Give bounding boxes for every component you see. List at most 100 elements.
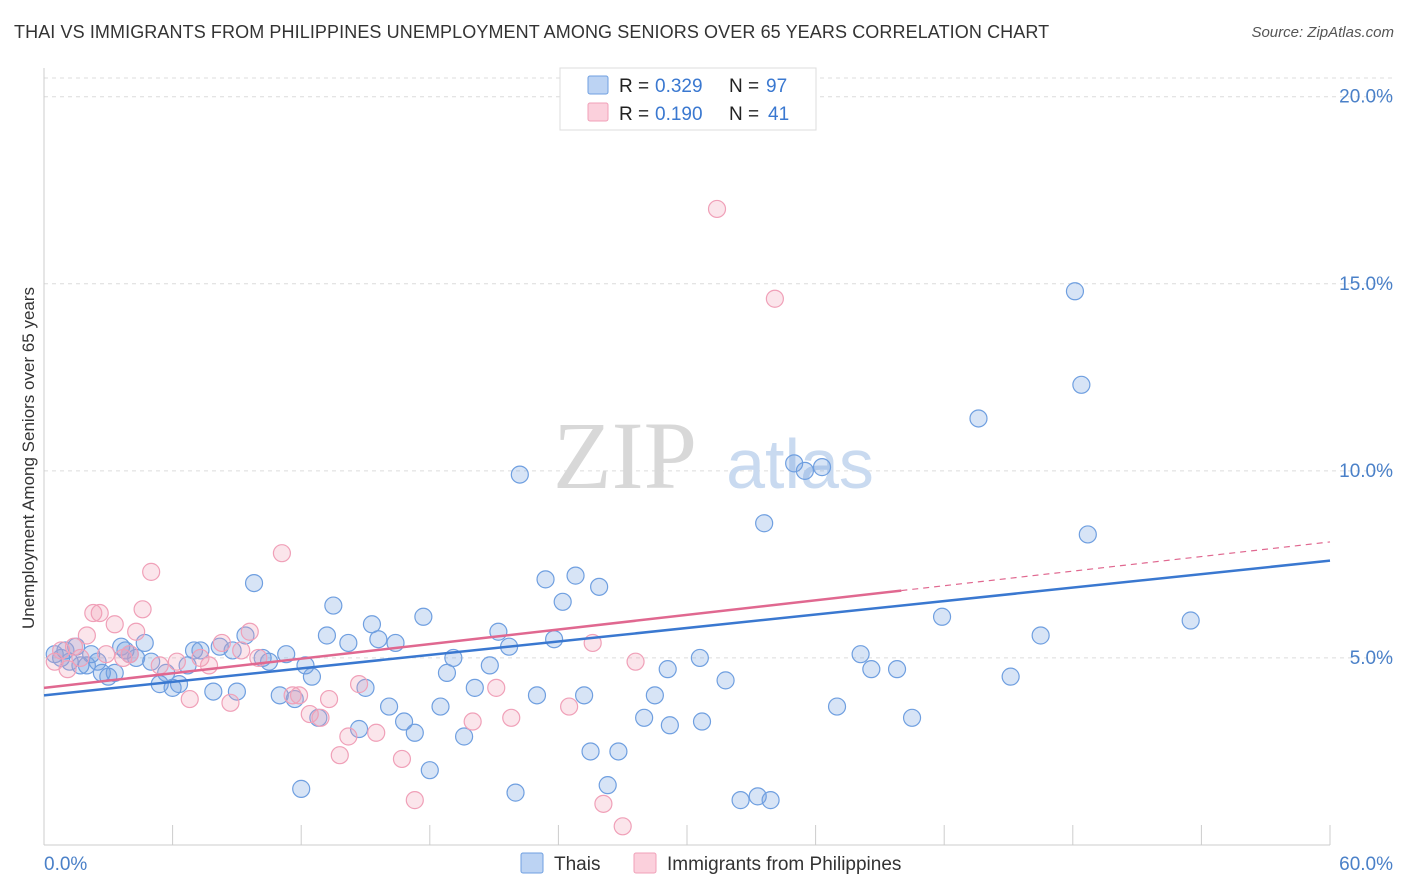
- point-thais-65: [545, 630, 564, 649]
- point-thais-6: [77, 656, 96, 675]
- point-thais-70: [590, 577, 609, 596]
- point-philippines-35: [392, 749, 412, 769]
- legend-n-value-philippines: 41: [768, 104, 789, 125]
- point-thais-82: [755, 514, 774, 533]
- point-thais-89: [862, 660, 881, 679]
- point-philippines-21: [221, 693, 240, 712]
- point-philippines-33: [349, 675, 369, 694]
- point-thais-98: [1078, 525, 1097, 544]
- point-thais-92: [932, 607, 952, 626]
- point-philippines-14: [142, 562, 161, 581]
- point-thais-56: [454, 727, 474, 746]
- trend-lines: [43, 541, 1331, 697]
- point-philippines-28: [300, 704, 319, 724]
- point-philippines-4: [71, 648, 90, 668]
- point-thais-45: [362, 615, 382, 634]
- point-thais-90: [887, 660, 907, 679]
- point-thais-41: [324, 596, 343, 615]
- point-thais-93: [969, 409, 988, 428]
- y-tick-label-3: 20.0%: [1339, 87, 1393, 108]
- point-philippines-42: [594, 794, 613, 813]
- watermark: ZIP atlas: [553, 402, 874, 509]
- point-thais-68: [575, 686, 594, 705]
- point-philippines-36: [405, 791, 424, 810]
- point-thais-76: [660, 716, 679, 735]
- point-thais-63: [527, 686, 547, 705]
- point-philippines-26: [283, 686, 302, 705]
- point-thais-62: [510, 465, 529, 484]
- point-philippines-44: [626, 652, 645, 671]
- point-philippines-38: [487, 678, 506, 697]
- y-tick-label-1: 10.0%: [1339, 461, 1393, 482]
- point-philippines-5: [77, 626, 96, 645]
- chart-title: THAI VS IMMIGRANTS FROM PHILIPPINES UNEM…: [14, 22, 1050, 42]
- legend-stats: R = 0.329 N = 97 R = 0.190 N = 41: [559, 67, 817, 131]
- point-philippines-16: [167, 652, 186, 671]
- point-thais-78: [692, 712, 712, 731]
- point-philippines-46: [765, 289, 784, 308]
- point-philippines-29: [311, 708, 330, 727]
- trend-line-philippines-extension: [901, 541, 1331, 592]
- y-tick-label-0: 5.0%: [1350, 648, 1393, 669]
- point-philippines-37: [463, 712, 482, 731]
- point-thais-97: [1072, 375, 1091, 394]
- point-thais-69: [581, 742, 600, 761]
- legend-bottom-label-philippines: Immigrants from Philippines: [667, 854, 901, 875]
- series-philippines: [45, 199, 784, 836]
- point-thais-87: [827, 697, 847, 716]
- point-philippines-45: [707, 199, 727, 219]
- point-thais-51: [414, 607, 433, 626]
- point-thais-47: [379, 697, 399, 716]
- point-philippines-25: [272, 544, 292, 563]
- point-thais-99: [1181, 611, 1200, 630]
- point-thais-72: [609, 742, 628, 761]
- point-thais-30: [244, 573, 264, 593]
- point-thais-85: [795, 461, 814, 480]
- point-philippines-6: [84, 603, 103, 623]
- point-philippines-34: [367, 723, 386, 742]
- point-thais-24: [191, 641, 210, 660]
- legend-r-value-thais: 0.329: [655, 76, 703, 97]
- gridlines: [44, 77, 1394, 659]
- point-thais-86: [812, 458, 832, 477]
- point-thais-74: [645, 686, 664, 705]
- legend-r-label-thais: R =: [619, 76, 649, 97]
- legend-bottom-label-thais: Thais: [554, 854, 600, 875]
- point-thais-11: [105, 663, 124, 682]
- watermark-zip: ZIP: [553, 402, 697, 509]
- point-thais-73: [635, 708, 654, 727]
- point-philippines-3: [64, 637, 84, 656]
- point-thais-79: [716, 671, 735, 690]
- point-thais-40: [317, 626, 337, 645]
- point-philippines-11: [120, 645, 139, 664]
- point-philippines-17: [180, 689, 199, 709]
- point-thais-54: [437, 663, 457, 682]
- legend-series: Thais Immigrants from Philippines: [520, 852, 901, 875]
- point-thais-34: [277, 645, 296, 664]
- point-philippines-9: [105, 615, 124, 634]
- point-thais-37: [296, 656, 315, 675]
- trend-line-philippines: [43, 589, 902, 690]
- legend-n-value-thais: 97: [766, 76, 787, 97]
- point-thais-80: [731, 791, 750, 810]
- point-thais-23: [184, 641, 204, 660]
- point-philippines-40: [560, 697, 579, 716]
- point-thais-64: [536, 570, 555, 589]
- legend-n-label-thais: N =: [729, 76, 759, 97]
- legend-bottom-swatch-thais: [520, 852, 544, 874]
- y-tick-label-2: 15.0%: [1339, 274, 1393, 295]
- point-thais-21: [169, 675, 189, 694]
- point-philippines-8: [97, 645, 116, 664]
- point-philippines-19: [199, 656, 219, 675]
- point-thais-58: [480, 656, 499, 675]
- y-axis-label: Unemployment Among Seniors over 65 years: [19, 287, 38, 629]
- point-philippines-22: [232, 641, 251, 660]
- axes: [43, 68, 1331, 846]
- y-tick-labels: 5.0% 10.0% 15.0% 20.0%: [1339, 87, 1393, 669]
- point-thais-43: [349, 719, 369, 739]
- point-philippines-43: [613, 817, 632, 836]
- legend-swatch-thais: [587, 75, 609, 95]
- legend-r-value-philippines: 0.190: [655, 104, 703, 125]
- point-philippines-13: [133, 600, 152, 619]
